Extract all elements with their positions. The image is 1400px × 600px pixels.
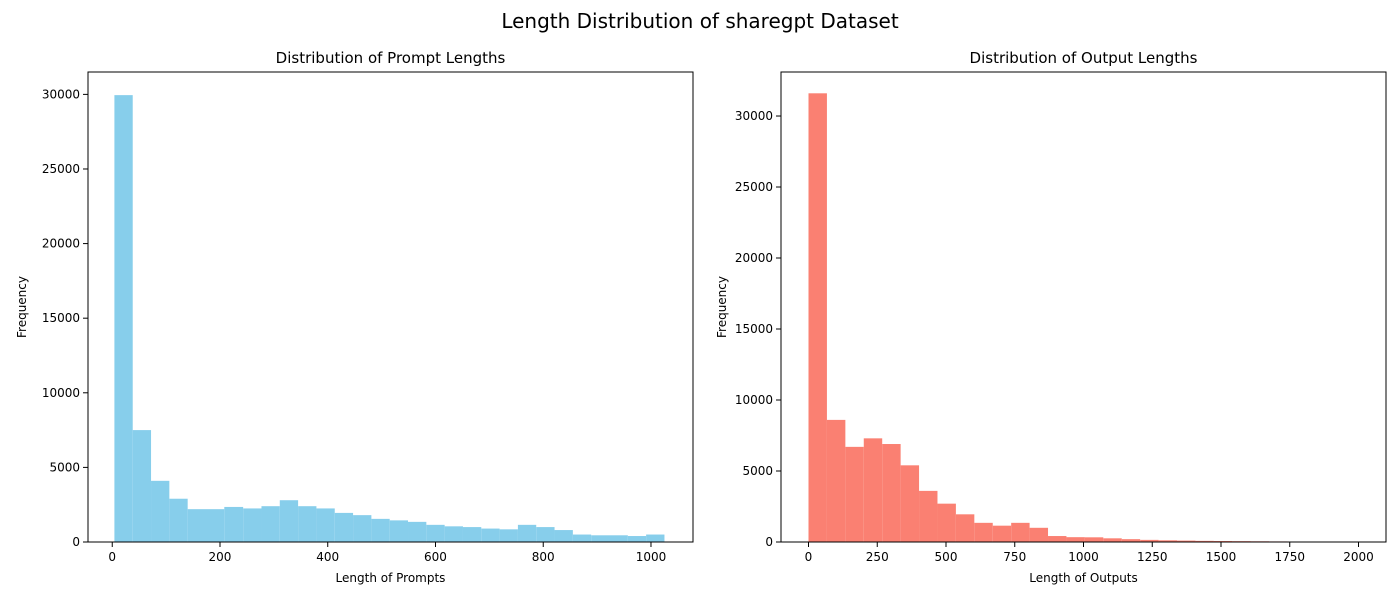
chart-title: Distribution of Prompt Lengths: [276, 49, 506, 67]
bars: [808, 93, 1359, 543]
output-length-histogram: 0 250 500 750 1000 1250 1500 1750 20000500010000…: [715, 49, 1387, 585]
histogram-bar: [353, 515, 372, 542]
histogram-bar: [1121, 539, 1141, 542]
x-tick-label: 2000: [1343, 550, 1374, 564]
histogram-bar: [826, 419, 846, 542]
histogram-bar: [151, 480, 170, 542]
x-axis: 0 250 500 750 1000 1250 1500 1750 2000: [805, 542, 1374, 564]
histogram-bar: [224, 506, 244, 542]
histogram-bar: [1029, 527, 1049, 542]
histogram-bar: [1011, 522, 1030, 542]
histogram-bar: [955, 514, 975, 542]
histogram-bar: [1048, 536, 1067, 542]
histogram-bar: [1177, 540, 1196, 542]
histogram-bar: [316, 508, 335, 542]
x-tick-label: 800: [532, 550, 555, 564]
x-tick-label: 1000: [1068, 550, 1099, 564]
histogram-bar: [187, 509, 206, 542]
histogram-bar: [1158, 540, 1177, 542]
histogram-bar: [845, 446, 864, 542]
x-tick-label: 250: [866, 550, 889, 564]
prompt-length-histogram: 0 200 400 600 800 100005000100001500020000250…: [15, 49, 694, 585]
y-tick-label: 20000: [735, 251, 773, 265]
y-tick-label: 5000: [742, 464, 773, 478]
histogram-bar: [334, 512, 354, 542]
histogram-bar: [169, 498, 188, 542]
y-tick-label: 30000: [735, 109, 773, 123]
y-tick-label: 0: [72, 535, 80, 549]
histogram-bar: [1103, 538, 1122, 542]
x-tick-label: 1250: [1137, 550, 1168, 564]
y-axis: 0 5000 10000 15000 20000 25000 30000: [735, 109, 781, 549]
y-tick-label: 10000: [735, 393, 773, 407]
histogram-bar: [609, 535, 628, 542]
histogram-bar: [481, 528, 500, 542]
histogram-bar: [646, 534, 665, 542]
y-axis: 0 5000 10000 15000 20000 25000 30000: [42, 87, 88, 549]
histogram-bar: [1195, 540, 1214, 542]
histogram-bar: [937, 503, 956, 542]
histogram-bar: [243, 508, 262, 542]
histogram-bar: [1084, 537, 1104, 542]
histogram-bar: [974, 522, 993, 542]
y-axis-label: Frequency: [715, 276, 729, 338]
histogram-bar: [444, 526, 463, 542]
histogram-bar: [919, 490, 938, 542]
x-tick-label: 1500: [1206, 550, 1237, 564]
y-tick-label: 0: [765, 535, 773, 549]
axes-frame: [87, 71, 694, 543]
x-tick-label: 750: [1003, 550, 1026, 564]
x-axis: 0 200 400 600 800 1000: [108, 542, 666, 564]
histogram-bar: [298, 506, 317, 542]
y-axis-label: Frequency: [15, 276, 29, 338]
x-tick-label: 1750: [1274, 550, 1305, 564]
histogram-bar: [205, 509, 225, 542]
figure-title: Length Distribution of sharegpt Dataset: [501, 9, 899, 33]
y-tick-label: 15000: [735, 322, 773, 336]
histogram-bar: [261, 506, 280, 542]
x-tick-label: 600: [424, 550, 447, 564]
y-tick-label: 25000: [735, 180, 773, 194]
histogram-bar: [408, 521, 427, 542]
histogram-bar: [1140, 539, 1159, 542]
histogram-bar: [591, 535, 610, 542]
histogram-bar: [499, 529, 518, 542]
histogram-bar: [863, 438, 883, 542]
chart-title: Distribution of Output Lengths: [970, 49, 1198, 67]
histogram-bar: [114, 95, 133, 542]
x-tick-label: 400: [316, 550, 339, 564]
bars: [114, 95, 665, 542]
x-tick-label: 500: [935, 550, 958, 564]
x-axis-label: Length of Prompts: [336, 571, 446, 585]
histogram-bar: [808, 93, 827, 543]
x-tick-label: 200: [209, 550, 232, 564]
y-tick-label: 10000: [42, 386, 80, 400]
histogram-bar: [371, 518, 390, 542]
histogram-bar: [426, 524, 445, 542]
histogram-bar: [554, 530, 573, 542]
y-tick-label: 20000: [42, 237, 80, 251]
histogram-bar: [992, 525, 1012, 542]
y-tick-label: 15000: [42, 311, 80, 325]
y-tick-label: 25000: [42, 162, 80, 176]
histogram-bar: [132, 430, 152, 542]
histogram-bar: [389, 520, 409, 542]
histogram-bar: [536, 527, 555, 542]
histogram-bar: [627, 536, 647, 542]
y-tick-label: 5000: [49, 460, 80, 474]
histogram-bar: [462, 527, 482, 542]
histogram-bar: [882, 444, 901, 542]
histogram-bar: [900, 465, 920, 542]
x-axis-label: Length of Outputs: [1029, 571, 1138, 585]
y-tick-label: 30000: [42, 87, 80, 101]
x-tick-label: 0: [108, 550, 116, 564]
histogram-bar: [279, 500, 299, 542]
histogram-bar: [1066, 537, 1085, 542]
histogram-bar: [517, 524, 537, 542]
x-tick-label: 1000: [636, 550, 667, 564]
x-tick-label: 0: [805, 550, 813, 564]
histogram-bar: [572, 534, 592, 542]
